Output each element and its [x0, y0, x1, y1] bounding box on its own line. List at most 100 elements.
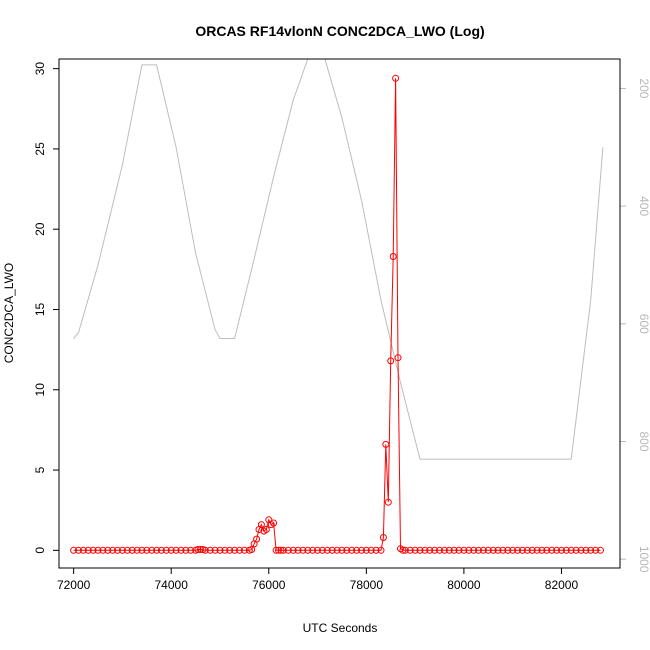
data-point: [543, 546, 551, 554]
data-point: [377, 546, 385, 554]
data-point: [294, 546, 302, 554]
data-point: [399, 546, 407, 554]
data-point: [592, 546, 600, 554]
data-series-line: [73, 78, 601, 551]
data-point: [514, 546, 522, 554]
data-point: [153, 546, 161, 554]
data-point: [133, 546, 141, 554]
right-y-tick-label: 200: [637, 78, 650, 98]
background-series-layer: [73, 59, 604, 460]
data-point: [201, 546, 209, 554]
data-point: [421, 546, 429, 554]
plot-frame: [58, 58, 621, 569]
data-point: [94, 546, 102, 554]
data-point: [567, 546, 575, 554]
data-point: [148, 546, 156, 554]
data-point: [499, 546, 507, 554]
data-point: [172, 546, 180, 554]
right-y-tick-label: 600: [637, 314, 650, 334]
data-point: [587, 546, 595, 554]
data-point: [162, 546, 170, 554]
data-point: [318, 546, 326, 554]
data-point: [123, 546, 131, 554]
data-point: [367, 546, 375, 554]
data-point: [289, 546, 297, 554]
data-point: [99, 546, 107, 554]
data-point: [211, 546, 219, 554]
data-point: [270, 519, 278, 527]
data-point: [372, 546, 380, 554]
data-point: [470, 546, 478, 554]
data-point: [479, 546, 487, 554]
data-point: [221, 546, 229, 554]
right-y-tick-label: 400: [637, 196, 650, 216]
data-point: [157, 546, 165, 554]
data-point: [304, 546, 312, 554]
data-point: [460, 546, 468, 554]
y-tick-label: 20: [33, 222, 47, 236]
data-point: [177, 546, 185, 554]
data-point: [450, 546, 458, 554]
data-point: [114, 546, 121, 554]
data-point: [358, 546, 365, 554]
data-point: [84, 546, 92, 554]
x-tick-label: 74000: [155, 578, 189, 592]
x-tick-label: 76000: [252, 578, 286, 592]
data-point: [484, 546, 492, 554]
right-y-axis: 200 400 600 800 1000: [620, 78, 650, 573]
data-point: [436, 546, 443, 554]
data-point: [572, 546, 580, 554]
x-tick-label: 80000: [447, 578, 481, 592]
data-point: [197, 546, 204, 553]
background-series-line: [73, 59, 604, 460]
data-point: [89, 546, 97, 554]
data-point: [75, 546, 82, 554]
data-point: [582, 546, 590, 554]
data-point: [187, 546, 195, 554]
data-point: [445, 546, 453, 554]
data-point: [548, 546, 556, 554]
data-point: [597, 546, 604, 554]
data-point: [494, 546, 502, 554]
data-point: [118, 546, 126, 554]
data-point: [379, 534, 387, 541]
data-point: [538, 546, 546, 554]
data-point: [194, 546, 202, 553]
y-tick-label: 10: [33, 383, 47, 397]
y-axis-label: CONC2DCA_LWO: [2, 263, 16, 363]
data-point: [401, 546, 409, 554]
data-point: [426, 546, 434, 554]
data-point: [314, 546, 321, 554]
data-point: [328, 546, 336, 554]
y-axis: 0 5 10 15 20 25 30: [33, 62, 59, 554]
data-point: [523, 546, 531, 554]
y-tick-label: 0: [33, 547, 47, 554]
data-point: [257, 521, 265, 529]
data-point: [348, 546, 356, 554]
y-tick-label: 30: [33, 62, 47, 76]
data-point: [272, 546, 280, 554]
data-point: [528, 546, 536, 554]
data-point: [309, 546, 317, 554]
data-point: [382, 440, 390, 448]
data-point: [504, 546, 512, 554]
data-point: [387, 357, 395, 365]
data-point: [353, 546, 361, 554]
data-point: [104, 546, 112, 554]
data-point: [70, 546, 78, 554]
x-tick-label: 72000: [57, 578, 91, 592]
data-point: [138, 546, 146, 554]
data-point: [299, 546, 307, 554]
data-point: [362, 546, 370, 554]
data-point: [240, 546, 248, 554]
data-point: [465, 546, 473, 554]
data-point: [392, 74, 400, 82]
data-point: [394, 354, 402, 362]
y-tick-label: 5: [33, 466, 47, 473]
data-point: [416, 546, 424, 554]
data-point: [333, 546, 341, 554]
data-point: [455, 546, 463, 554]
data-point: [277, 546, 285, 554]
data-point: [389, 253, 397, 260]
